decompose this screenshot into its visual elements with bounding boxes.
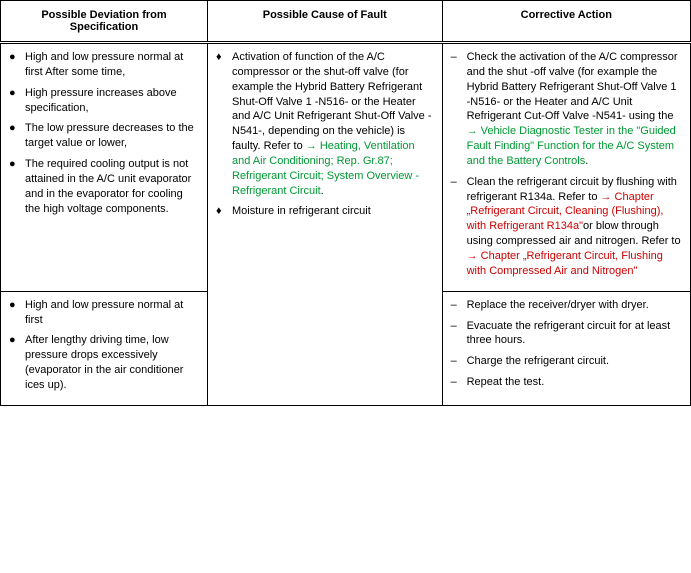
- cell-cause: ♦ Activation of function of the A/C compr…: [208, 43, 443, 406]
- deviation-list: ● High and low pressure normal at first A…: [9, 50, 199, 216]
- list-item-text: Activation of function of the A/C compre…: [232, 51, 432, 197]
- list-item-text: Clean the refrigerant circuit by flushin…: [467, 176, 681, 277]
- bullet-icon: ●: [9, 157, 16, 172]
- bullet-icon: ●: [9, 86, 16, 101]
- list-item-text: Evacuate the refrigerant circuit for at …: [467, 320, 671, 347]
- bullet-icon: –: [451, 50, 457, 65]
- action-list: –Check the activation of the A/C compres…: [451, 50, 682, 279]
- cell-action: –Replace the receiver/dryer with dryer. …: [442, 291, 690, 405]
- bullet-icon: –: [451, 175, 457, 190]
- reference-link[interactable]: → Vehicle Diagnostic Tester in the "Guid…: [467, 125, 676, 167]
- action-list: –Replace the receiver/dryer with dryer. …: [451, 298, 682, 390]
- bullet-icon: ●: [9, 50, 16, 65]
- cell-deviation: ● High and low pressure normal at first ●…: [1, 291, 208, 405]
- bullet-icon: ♦: [216, 204, 222, 219]
- list-item-text: High pressure increases above specificat…: [25, 87, 177, 114]
- bullet-icon: –: [451, 375, 457, 390]
- list-item: –Check the activation of the A/C compres…: [451, 50, 682, 169]
- list-item-text: After lengthy driving time, low pressure…: [25, 334, 183, 391]
- header-action: Corrective Action: [442, 1, 690, 43]
- cell-deviation: ● High and low pressure normal at first A…: [1, 43, 208, 292]
- list-item: –Repeat the test.: [451, 375, 682, 390]
- bullet-icon: –: [451, 319, 457, 334]
- list-item-text: Check the activation of the A/C compress…: [467, 51, 678, 167]
- list-item-text: The low pressure decreases to the target…: [25, 122, 194, 149]
- cell-action: –Check the activation of the A/C compres…: [442, 43, 690, 292]
- bullet-icon: ♦: [216, 50, 222, 65]
- cause-list: ♦ Activation of function of the A/C compr…: [216, 50, 434, 219]
- table-row: ● High and low pressure normal at first A…: [1, 43, 691, 292]
- list-item: –Charge the refrigerant circuit.: [451, 354, 682, 369]
- bullet-icon: ●: [9, 121, 16, 136]
- list-item: ● High pressure increases above specifica…: [9, 86, 199, 116]
- bullet-icon: –: [451, 354, 457, 369]
- list-item-text: Charge the refrigerant circuit.: [467, 355, 609, 367]
- list-item: ● After lengthy driving time, low pressur…: [9, 333, 199, 392]
- list-item: ● The required cooling output is not atta…: [9, 157, 199, 216]
- list-item-text: Moisture in refrigerant circuit: [232, 205, 371, 217]
- deviation-list: ● High and low pressure normal at first ●…: [9, 298, 199, 393]
- reference-link[interactable]: → Chapter „Refrigerant Circuit, Flushing…: [467, 250, 663, 277]
- list-item-text: Replace the receiver/dryer with dryer.: [467, 299, 649, 311]
- list-item: –Replace the receiver/dryer with dryer.: [451, 298, 682, 313]
- list-item-text: High and low pressure normal at first Af…: [25, 51, 183, 78]
- list-item: ● High and low pressure normal at first A…: [9, 50, 199, 80]
- list-item: –Evacuate the refrigerant circuit for at…: [451, 319, 682, 349]
- list-item: –Clean the refrigerant circuit by flushi…: [451, 175, 682, 279]
- list-item: ♦ Moisture in refrigerant circuit: [216, 204, 434, 219]
- list-item-text: Repeat the test.: [467, 376, 545, 388]
- list-item: ● High and low pressure normal at first: [9, 298, 199, 328]
- bullet-icon: ●: [9, 298, 16, 313]
- list-item: ♦ Activation of function of the A/C compr…: [216, 50, 434, 198]
- diagnostic-table-wrapper: Possible Deviation from Specification Po…: [0, 0, 691, 406]
- bullet-icon: –: [451, 298, 457, 313]
- header-deviation: Possible Deviation from Specification: [1, 1, 208, 43]
- list-item: ● The low pressure decreases to the targe…: [9, 121, 199, 151]
- list-item-text: High and low pressure normal at first: [25, 299, 183, 326]
- list-item-text: The required cooling output is not attai…: [25, 158, 191, 215]
- header-cause: Possible Cause of Fault: [208, 1, 443, 43]
- bullet-icon: ●: [9, 333, 16, 348]
- diagnostic-table: Possible Deviation from Specification Po…: [0, 0, 691, 406]
